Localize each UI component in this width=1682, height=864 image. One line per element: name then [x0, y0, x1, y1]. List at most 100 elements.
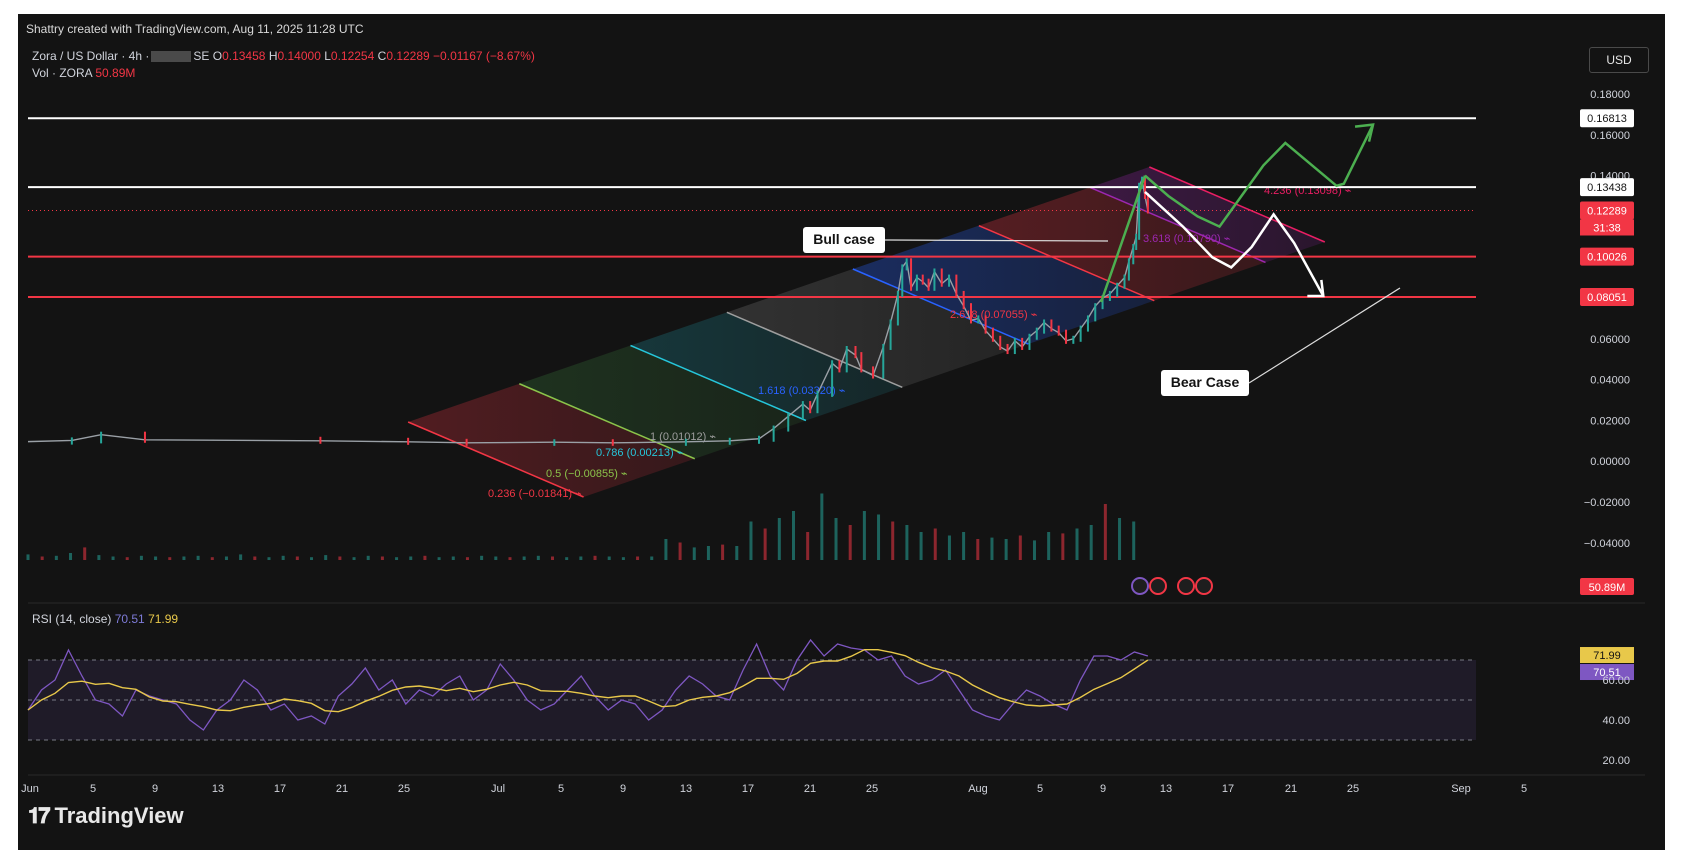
volume-badge	[1580, 578, 1634, 595]
volume-bar	[423, 555, 427, 560]
volume-bar	[650, 556, 654, 560]
volume-bar	[338, 556, 342, 560]
price-line	[27, 177, 1149, 444]
y-tick-label: 0.02000	[1590, 415, 1630, 427]
bull-arrow-head	[1354, 123, 1375, 142]
volume-bar	[40, 556, 44, 560]
volume-bar	[54, 555, 58, 560]
volume-bar	[905, 525, 909, 560]
symbol-label[interactable]: Zora / US Dollar · 4h ·	[32, 49, 150, 63]
high-value: 0.14000	[277, 49, 321, 63]
volume-bar	[168, 557, 172, 560]
economic-event-icon	[1149, 577, 1167, 595]
bear-case-annotation-box	[1161, 370, 1249, 396]
fib-level-line	[1149, 166, 1326, 243]
price-badge-label: 0.16813	[1587, 113, 1627, 125]
chart-frame	[18, 14, 1665, 850]
volume-bar	[111, 556, 115, 560]
volume-bar	[1018, 535, 1022, 560]
volume-bar	[536, 555, 540, 560]
y-tick-label: 0.04000	[1590, 375, 1630, 387]
volume-bar	[395, 557, 399, 560]
volume-bar	[69, 553, 73, 560]
x-tick-label: 9	[620, 783, 626, 795]
volume-bar	[891, 521, 895, 560]
fib-level-line	[519, 383, 696, 460]
volume-bar	[664, 539, 668, 560]
volume-bar	[1118, 518, 1122, 560]
volume-label[interactable]: Vol · ZORA	[32, 66, 93, 80]
rsi-ma-badge-label: 71.99	[1593, 650, 1621, 662]
close-value: 0.12289	[386, 49, 430, 63]
fib-level-label: 0.5 (−0.00855) ⌁	[546, 468, 628, 480]
rsi-ma-line	[27, 648, 1149, 713]
volume-bar	[480, 555, 484, 560]
open-value: 0.13458	[222, 49, 266, 63]
bear-path	[1144, 190, 1325, 297]
x-tick-label: 25	[398, 783, 410, 795]
bear-case-annotation-pointer	[1248, 287, 1401, 384]
volume-bar	[593, 555, 597, 560]
x-tick-label: 25	[866, 783, 878, 795]
volume-bar	[1132, 521, 1136, 560]
volume-bar	[749, 521, 753, 560]
rsi-badge	[1580, 664, 1634, 681]
close-label: C	[377, 49, 387, 63]
volume-bar	[310, 557, 314, 560]
open-label: O	[212, 49, 223, 63]
price-badge-label: 0.12289	[1587, 206, 1627, 218]
rsi-tick-label: 60.00	[1602, 675, 1630, 687]
fib-level-label: 1.618 (0.03320) ⌁	[758, 385, 845, 397]
y-tick-label: 0.06000	[1590, 334, 1630, 346]
tradingview-logo-icon: 𝟏𝟕	[28, 803, 51, 828]
volume-bar	[990, 537, 994, 560]
bull-path	[1144, 124, 1375, 229]
volume-legend: Vol · ZORA 50.89M	[32, 66, 135, 80]
volume-bar	[494, 556, 498, 560]
countdown-badge	[1580, 219, 1634, 236]
rsi-label[interactable]: RSI (14, close)	[32, 612, 112, 626]
price-badge-label: 0.10026	[1587, 252, 1627, 264]
rsi-ma-value: 71.99	[148, 612, 179, 626]
x-tick-label: Jul	[491, 783, 505, 795]
x-tick-label: Sep	[1451, 783, 1471, 795]
x-tick-label: 25	[1347, 783, 1359, 795]
fib-band	[1090, 167, 1325, 263]
volume-bar	[1089, 525, 1093, 560]
currency-button[interactable]: USD	[1589, 47, 1649, 73]
volume-bar	[154, 556, 158, 560]
volume-bar	[83, 547, 87, 560]
volume-bar	[210, 557, 214, 560]
volume-bar	[125, 557, 129, 560]
volume-bar	[636, 556, 640, 560]
volume-bar	[791, 511, 795, 560]
fib-level-label: 2.618 (0.07055) ⌁	[950, 309, 1037, 321]
bear-arrow-head	[1307, 279, 1325, 298]
y-tick-label: −0.04000	[1584, 538, 1630, 550]
fib-level-line	[407, 421, 584, 498]
volume-bar	[224, 556, 228, 560]
dividend-event-icon	[1131, 577, 1149, 595]
volume-bar	[352, 557, 356, 560]
x-tick-label: 17	[1222, 783, 1234, 795]
x-tick-label: Jun	[21, 783, 39, 795]
volume-bar	[862, 511, 866, 560]
rsi-badge-label: 70.51	[1593, 667, 1621, 679]
volume-bar	[1103, 504, 1107, 560]
volume-bar	[253, 556, 257, 560]
x-tick-label: 9	[1100, 783, 1106, 795]
volume-bar	[522, 556, 526, 560]
volume-bar	[1004, 539, 1008, 560]
fib-band	[519, 345, 806, 459]
rsi-legend: RSI (14, close) 70.51 71.99	[32, 612, 178, 626]
fib-level-label: 0.236 (−0.01841) ⌁	[488, 488, 582, 500]
tradingview-logo[interactable]: 𝟏𝟕 TradingView	[28, 803, 184, 829]
economic-event-icon	[1177, 577, 1195, 595]
volume-bar	[621, 557, 625, 560]
x-tick-label: 5	[1521, 783, 1527, 795]
chart-caption: Shattry created with TradingView.com, Au…	[26, 22, 364, 36]
volume-bar	[877, 514, 881, 560]
volume-bar	[380, 556, 384, 560]
price-badge	[1580, 178, 1634, 197]
